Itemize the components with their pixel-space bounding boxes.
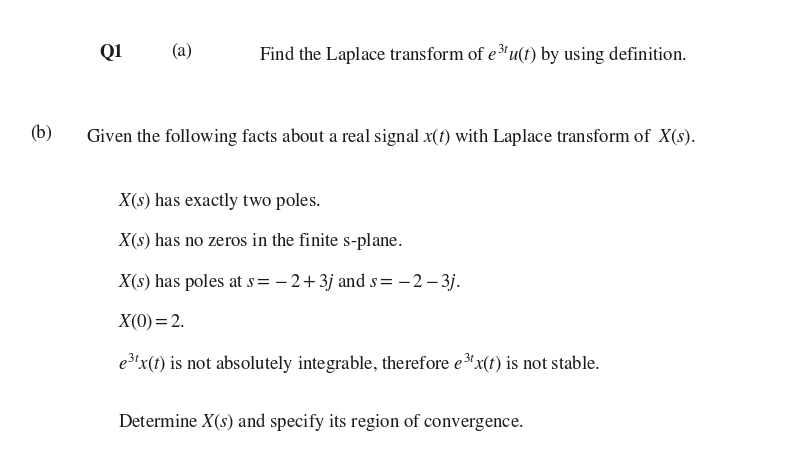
Text: Given the following facts about a real signal $x(t)$ with Laplace transform of  : Given the following facts about a real s… [86, 126, 696, 148]
Text: (b): (b) [30, 126, 53, 143]
Text: $X(s)$ has no zeros in the finite s-plane.: $X(s)$ has no zeros in the finite s-plan… [118, 230, 403, 252]
Text: Q1: Q1 [100, 43, 124, 60]
Text: Find the Laplace transform of $e^{3t}u(t)$ by using definition.: Find the Laplace transform of $e^{3t}u(t… [259, 43, 687, 67]
Text: (a): (a) [172, 43, 192, 60]
Text: Determine $X(s)$ and specify its region of convergence.: Determine $X(s)$ and specify its region … [118, 411, 523, 433]
Text: $X(s)$ has poles at $s = -2 + 3j$ and $s = -2 - 3j$.: $X(s)$ has poles at $s = -2 + 3j$ and $s… [118, 271, 460, 293]
Text: $X(s)$ has exactly two poles.: $X(s)$ has exactly two poles. [118, 190, 321, 212]
Text: $X(0) = 2$.: $X(0) = 2$. [118, 311, 185, 332]
Text: $e^{3t}x(t)$ is not absolutely integrable, therefore $e^{3t}x(t)$ is not stable.: $e^{3t}x(t)$ is not absolutely integrabl… [118, 352, 600, 376]
